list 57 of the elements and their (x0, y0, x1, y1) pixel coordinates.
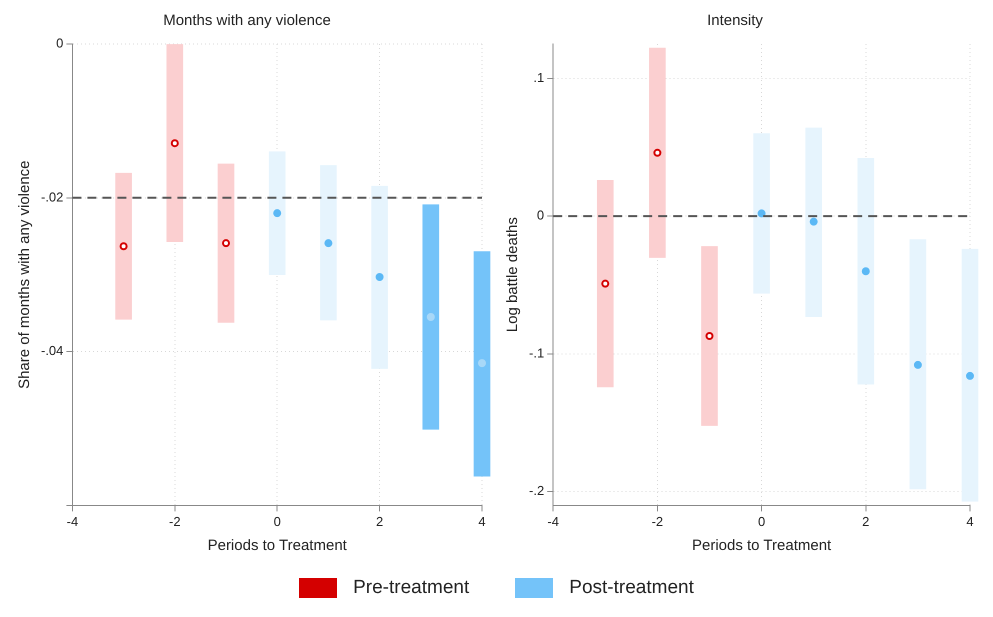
point (705, 332, 714, 340)
point (120, 242, 128, 250)
x-axis-title: Periods to Treatment (692, 537, 832, 554)
y-tick-label: -.1 (529, 345, 544, 360)
bar (218, 164, 234, 323)
bar (474, 251, 490, 477)
x-tick-label: 2 (862, 514, 870, 529)
x-tick-label: -2 (169, 514, 181, 529)
bar (371, 186, 388, 369)
point (426, 312, 435, 321)
bar (857, 158, 874, 385)
y-axis-title: Log battle deaths (504, 217, 522, 332)
y-tick-label: -.04 (40, 343, 64, 358)
point (914, 360, 922, 369)
bar (320, 165, 337, 320)
point (222, 239, 230, 248)
x-tick-label: 0 (274, 514, 281, 529)
x-tick-label: 4 (478, 514, 486, 529)
bar (962, 248, 978, 502)
text: Post-treatment (569, 577, 694, 599)
y-tick-label: -.02 (40, 189, 64, 204)
bar (268, 151, 286, 276)
bar (422, 204, 440, 430)
y-tick-label: .1 (533, 70, 544, 86)
point (273, 209, 282, 218)
point (478, 359, 486, 368)
y-tick-label: 0 (56, 36, 64, 51)
x-tick-label: -4 (66, 514, 78, 529)
bar (753, 133, 770, 294)
point (966, 372, 974, 380)
bar (596, 180, 614, 388)
bar (166, 44, 184, 242)
y-tick-label: 0 (536, 208, 544, 223)
point (810, 218, 818, 226)
x-tick-label: -4 (547, 514, 559, 529)
point (601, 280, 610, 288)
legend-label: Pre-treatment (353, 577, 470, 599)
point (170, 139, 179, 148)
x-tick-label: 2 (376, 514, 384, 529)
x-tick-label: 0 (758, 514, 766, 529)
point (376, 273, 384, 282)
x-tick-label: 4 (966, 514, 974, 529)
point (653, 148, 662, 157)
point (324, 239, 332, 248)
bar (115, 172, 132, 320)
bar (649, 48, 666, 258)
bar (910, 239, 926, 490)
point (758, 209, 766, 218)
point (862, 267, 870, 276)
y-tick-label: -.2 (529, 483, 544, 498)
bar (805, 128, 822, 318)
y-axis-title: Share of months with any violence (16, 160, 34, 389)
chart-title: Months with any violence (163, 12, 331, 30)
x-tick-label: -2 (652, 514, 664, 529)
x-axis-title: Periods to Treatment (208, 537, 348, 554)
chart-title: Intensity (707, 12, 764, 30)
bar (701, 246, 718, 426)
